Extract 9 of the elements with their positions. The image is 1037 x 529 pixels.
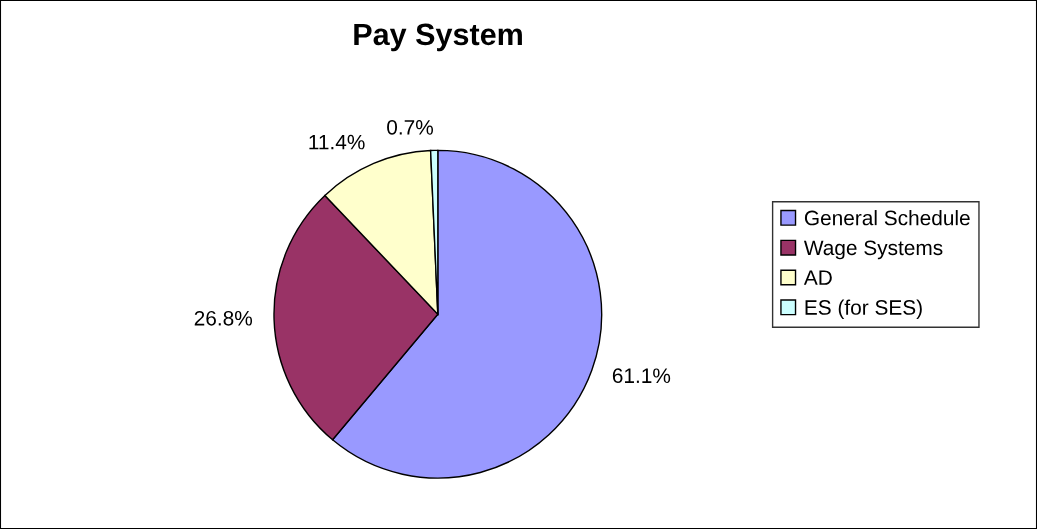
legend-label: AD xyxy=(803,270,832,285)
legend-label: ES (for SES) xyxy=(805,299,922,319)
data-label: 61.1% xyxy=(612,368,671,384)
data-label: 26.8% xyxy=(194,310,253,326)
data-label: 0.7% xyxy=(387,119,434,135)
legend-label: General Schedule xyxy=(804,210,970,226)
data-label: 11.4% xyxy=(309,134,365,150)
chart-title: Pay System xyxy=(354,23,522,52)
legend-label: Wage Systems xyxy=(803,240,943,260)
